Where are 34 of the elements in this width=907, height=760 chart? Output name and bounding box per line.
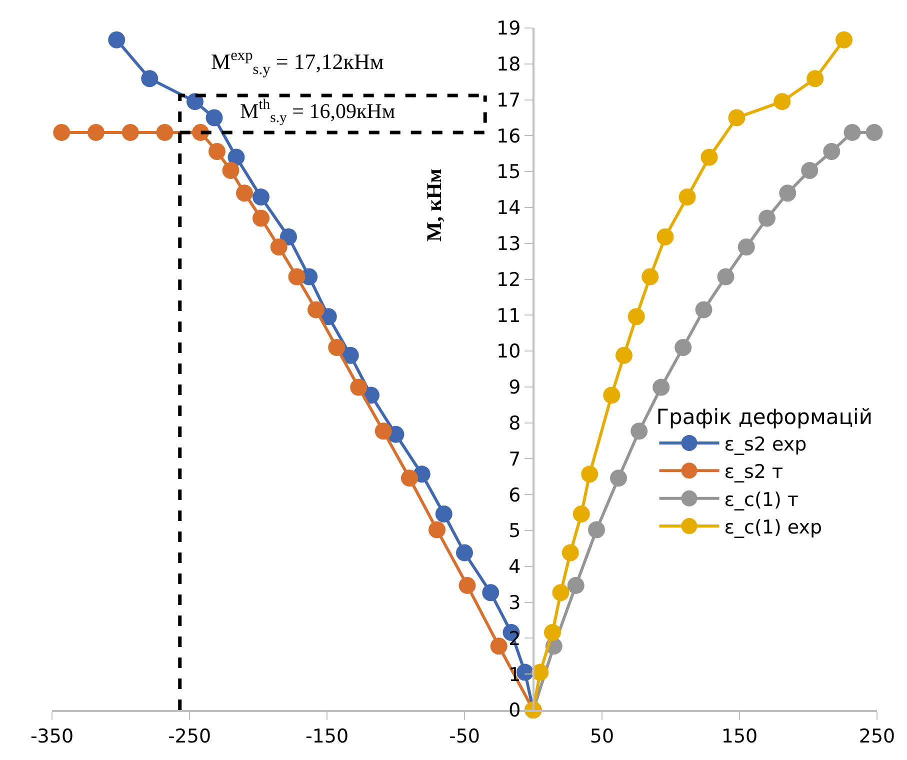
- y-tick-label: 9: [508, 376, 521, 399]
- y-axis-title: M, кНм: [422, 168, 446, 242]
- y-tick-label: 15: [496, 161, 521, 184]
- y-tick-label: 16: [496, 125, 521, 148]
- legend-title: Графік деформацій: [656, 405, 872, 430]
- x-tick-label: -350: [30, 726, 74, 748]
- x-tick-label: -50: [448, 726, 480, 748]
- y-tick-label: 5: [508, 520, 521, 542]
- y-tick-label: 10: [496, 340, 521, 363]
- y-tick-label: 18: [496, 54, 521, 76]
- y-tick-label: 12: [496, 268, 521, 291]
- y-tick-label: 14: [496, 197, 521, 220]
- y-tick-label: 19: [496, 18, 521, 40]
- legend-label: ε_s2 exp: [724, 433, 807, 456]
- x-tick-label: -150: [305, 726, 349, 748]
- y-tick-label: 8: [508, 412, 521, 434]
- y-tick-label: 17: [496, 89, 521, 112]
- legend-label: ε_c(1) exp: [724, 516, 822, 538]
- y-tick-label: 13: [496, 233, 521, 256]
- y-tick-label: 1: [508, 664, 521, 686]
- x-tick-label: -250: [168, 726, 212, 748]
- annotation: M$^{th}$$_{s.y}$ = 16,09кНм: [240, 97, 396, 126]
- y-tick-label: 4: [508, 556, 521, 578]
- x-tick-label: 50: [590, 726, 614, 748]
- legend-label: ε_c(1) т: [724, 488, 798, 511]
- y-tick-label: 7: [508, 448, 521, 470]
- x-tick-label: 150: [721, 726, 758, 748]
- legend-label: ε_s2 т: [724, 461, 784, 484]
- y-tick-label: 3: [508, 592, 521, 614]
- annotation: M$^{exp}$$_{s.y}$ = 17,12кНм: [211, 47, 384, 78]
- y-tick-label: 0: [508, 700, 521, 722]
- y-tick-label: 6: [508, 484, 521, 506]
- x-tick-label: 250: [858, 726, 896, 748]
- y-tick-label: 11: [496, 304, 521, 327]
